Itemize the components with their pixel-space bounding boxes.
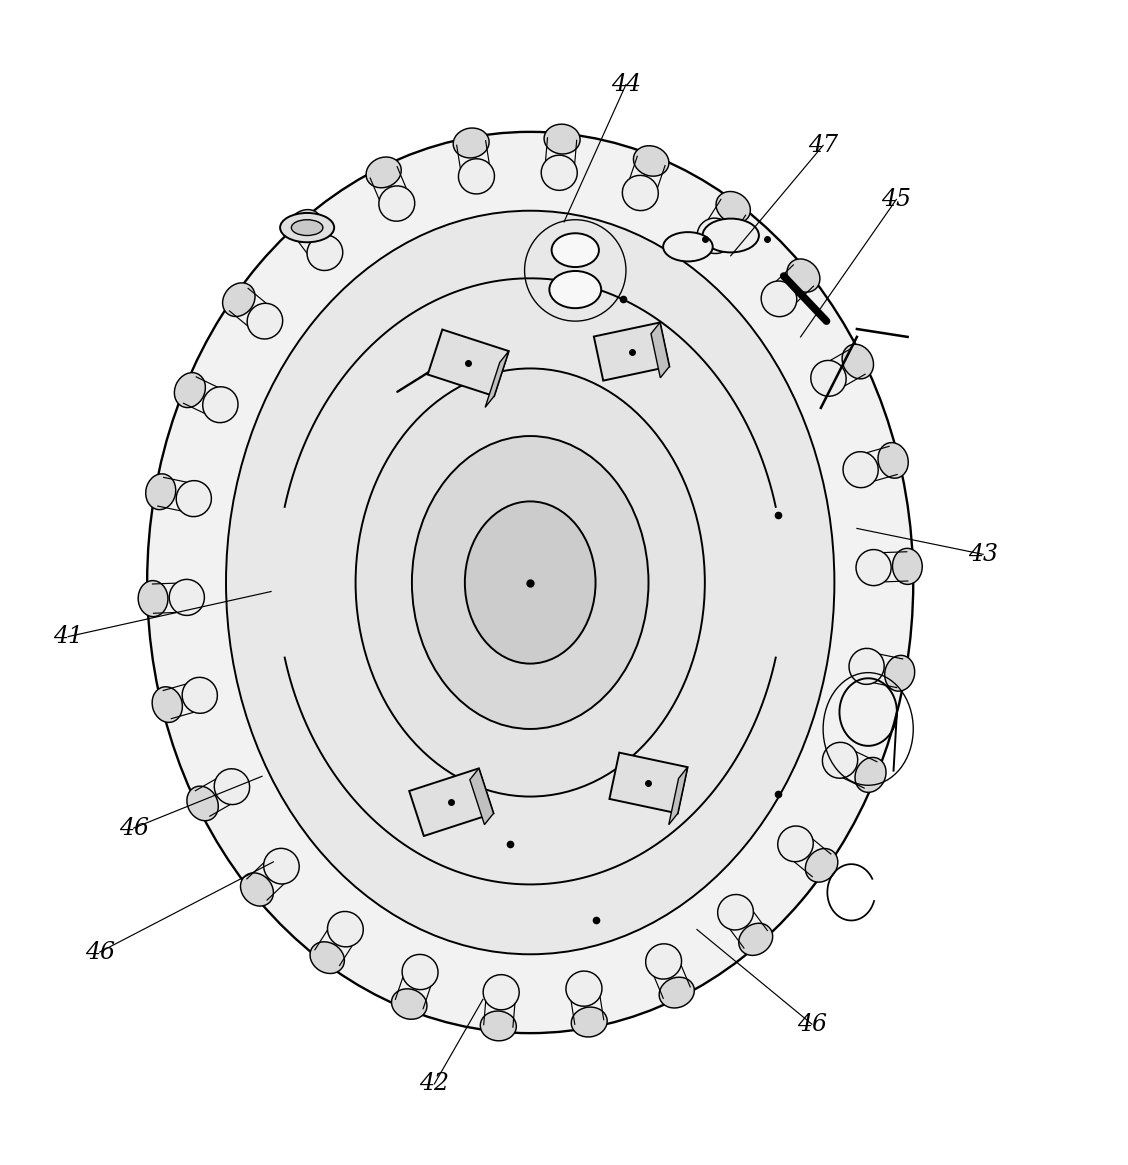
Ellipse shape bbox=[182, 677, 218, 713]
Ellipse shape bbox=[226, 211, 835, 954]
Ellipse shape bbox=[465, 501, 596, 664]
Polygon shape bbox=[651, 323, 669, 377]
Ellipse shape bbox=[811, 360, 846, 396]
Text: 46: 46 bbox=[85, 940, 115, 963]
Ellipse shape bbox=[222, 283, 255, 317]
Ellipse shape bbox=[291, 220, 323, 235]
Ellipse shape bbox=[571, 1007, 607, 1037]
Ellipse shape bbox=[402, 954, 438, 989]
Ellipse shape bbox=[146, 474, 176, 509]
Ellipse shape bbox=[544, 125, 580, 154]
Ellipse shape bbox=[663, 232, 713, 261]
Ellipse shape bbox=[379, 186, 415, 221]
Ellipse shape bbox=[288, 210, 321, 241]
Ellipse shape bbox=[843, 344, 873, 379]
Ellipse shape bbox=[659, 977, 695, 1008]
Polygon shape bbox=[593, 323, 669, 381]
Ellipse shape bbox=[787, 259, 820, 292]
Ellipse shape bbox=[761, 281, 796, 317]
Ellipse shape bbox=[884, 656, 915, 691]
Ellipse shape bbox=[805, 848, 838, 882]
Ellipse shape bbox=[355, 368, 705, 797]
Ellipse shape bbox=[175, 373, 205, 408]
Ellipse shape bbox=[856, 550, 891, 586]
Ellipse shape bbox=[391, 989, 428, 1019]
Polygon shape bbox=[609, 753, 688, 813]
Polygon shape bbox=[470, 769, 493, 825]
Ellipse shape bbox=[634, 146, 669, 176]
Ellipse shape bbox=[214, 769, 249, 805]
Ellipse shape bbox=[777, 826, 813, 862]
Ellipse shape bbox=[855, 757, 885, 792]
Ellipse shape bbox=[307, 235, 343, 270]
Ellipse shape bbox=[623, 176, 659, 211]
Ellipse shape bbox=[703, 219, 759, 253]
Ellipse shape bbox=[453, 128, 490, 158]
Ellipse shape bbox=[892, 549, 923, 585]
Text: 43: 43 bbox=[968, 543, 998, 566]
Ellipse shape bbox=[716, 191, 750, 224]
Ellipse shape bbox=[549, 271, 601, 309]
Text: 46: 46 bbox=[796, 1012, 827, 1036]
Text: 41: 41 bbox=[53, 626, 83, 648]
Ellipse shape bbox=[843, 452, 879, 488]
Ellipse shape bbox=[822, 742, 857, 778]
Ellipse shape bbox=[367, 157, 402, 188]
Ellipse shape bbox=[147, 132, 914, 1033]
Text: 46: 46 bbox=[118, 817, 149, 840]
Polygon shape bbox=[409, 769, 493, 836]
Ellipse shape bbox=[697, 218, 733, 254]
Ellipse shape bbox=[481, 1011, 517, 1040]
Ellipse shape bbox=[645, 944, 681, 979]
Ellipse shape bbox=[203, 387, 238, 423]
Ellipse shape bbox=[187, 786, 219, 821]
Ellipse shape bbox=[327, 911, 363, 947]
Ellipse shape bbox=[247, 303, 283, 339]
Ellipse shape bbox=[176, 481, 211, 516]
Ellipse shape bbox=[717, 895, 754, 930]
Text: 47: 47 bbox=[808, 134, 838, 157]
Text: 44: 44 bbox=[611, 73, 641, 96]
Ellipse shape bbox=[552, 233, 599, 267]
Polygon shape bbox=[485, 351, 509, 408]
Ellipse shape bbox=[541, 155, 578, 190]
Ellipse shape bbox=[739, 924, 773, 955]
Ellipse shape bbox=[483, 975, 519, 1010]
Ellipse shape bbox=[240, 873, 273, 906]
Ellipse shape bbox=[280, 213, 334, 242]
Polygon shape bbox=[669, 768, 688, 825]
Text: 42: 42 bbox=[420, 1072, 449, 1095]
Ellipse shape bbox=[152, 687, 183, 722]
Polygon shape bbox=[428, 330, 509, 396]
Ellipse shape bbox=[566, 972, 602, 1007]
Text: 45: 45 bbox=[881, 188, 911, 211]
Ellipse shape bbox=[458, 158, 494, 193]
Ellipse shape bbox=[310, 941, 344, 974]
Ellipse shape bbox=[849, 649, 884, 684]
Ellipse shape bbox=[878, 443, 908, 478]
Ellipse shape bbox=[264, 848, 299, 884]
Ellipse shape bbox=[412, 436, 649, 729]
Ellipse shape bbox=[169, 579, 204, 615]
Ellipse shape bbox=[138, 580, 168, 616]
